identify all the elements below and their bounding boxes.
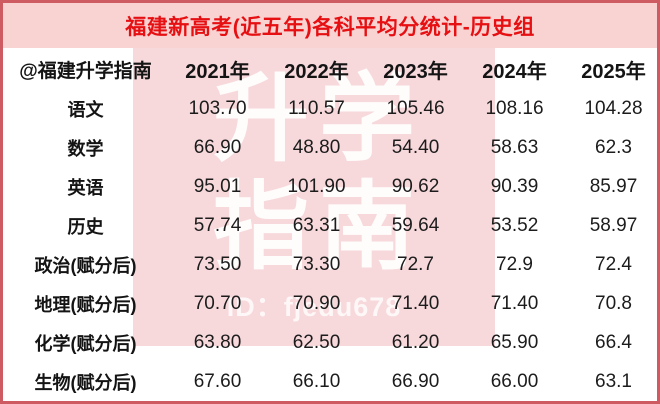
score-cell: 95.01 bbox=[193, 176, 242, 198]
score-cell: 54.40 bbox=[391, 137, 440, 159]
score-cell: 70.90 bbox=[292, 292, 341, 314]
score-cell: 62.3 bbox=[595, 137, 632, 159]
score-cell: 57.74 bbox=[193, 215, 242, 237]
table-row-chinese: 语文 103.70 110.57 105.46 108.16 104.28 bbox=[3, 90, 657, 129]
table-row-politics: 政治(赋分后) 73.50 73.30 72.7 72.9 72.4 bbox=[3, 246, 657, 285]
table-row-biology: 生物(赋分后) 67.60 66.10 66.90 66.00 63.1 bbox=[3, 362, 657, 401]
table-area: 升学 指南 ID：fjedu678 @福建升学指南 2021年 2022年 20… bbox=[3, 48, 657, 401]
score-cell: 73.50 bbox=[193, 253, 242, 275]
score-cell: 66.90 bbox=[193, 137, 242, 159]
header-row: @福建升学指南 2021年 2022年 2023年 2024年 2025年 bbox=[3, 48, 657, 90]
corner-label: @福建升学指南 bbox=[19, 60, 152, 82]
score-cell: 101.90 bbox=[287, 176, 346, 198]
subject-label: 历史 bbox=[67, 217, 104, 238]
score-cell: 66.10 bbox=[292, 370, 341, 392]
table-row-geography: 地理(赋分后) 70.70 70.90 71.40 71.40 70.8 bbox=[3, 284, 657, 323]
subject-label: 数学 bbox=[67, 139, 104, 160]
score-cell: 66.4 bbox=[595, 331, 632, 353]
scores-table: @福建升学指南 2021年 2022年 2023年 2024年 2025年 语文… bbox=[3, 48, 657, 401]
score-cell: 58.63 bbox=[490, 137, 539, 159]
score-cell: 70.8 bbox=[595, 292, 632, 314]
table-row-history: 历史 57.74 63.31 59.64 53.52 58.97 bbox=[3, 207, 657, 246]
subject-label: 生物(赋分后) bbox=[34, 372, 137, 393]
score-cell: 70.70 bbox=[193, 292, 242, 314]
subject-label: 地理(赋分后) bbox=[34, 294, 137, 315]
score-cell: 105.46 bbox=[386, 98, 445, 120]
page-title: 福建新高考(近五年)各科平均分统计-历史组 bbox=[125, 15, 535, 39]
score-cell: 62.50 bbox=[292, 331, 341, 353]
score-cell: 103.70 bbox=[188, 98, 247, 120]
score-cell: 66.00 bbox=[490, 370, 539, 392]
score-cell: 90.39 bbox=[490, 176, 539, 198]
subject-label: 语文 bbox=[67, 100, 104, 121]
score-cell: 66.90 bbox=[391, 370, 440, 392]
score-cell: 63.1 bbox=[595, 370, 632, 392]
subject-label: 化学(赋分后) bbox=[34, 333, 137, 354]
score-cell: 59.64 bbox=[391, 215, 440, 237]
score-cell: 90.62 bbox=[391, 176, 440, 198]
year-header-2025: 2025年 bbox=[581, 60, 646, 83]
title-banner: 福建新高考(近五年)各科平均分统计-历史组 bbox=[3, 3, 657, 48]
year-header-2022: 2022年 bbox=[284, 60, 349, 83]
score-cell: 63.31 bbox=[292, 215, 341, 237]
table-row-english: 英语 95.01 101.90 90.62 90.39 85.97 bbox=[3, 168, 657, 207]
score-cell: 71.40 bbox=[490, 292, 539, 314]
score-cell: 85.97 bbox=[589, 176, 638, 198]
score-cell: 71.40 bbox=[391, 292, 440, 314]
score-cell: 61.20 bbox=[391, 331, 440, 353]
score-cell: 73.30 bbox=[292, 253, 341, 275]
table-row-math: 数学 66.90 48.80 54.40 58.63 62.3 bbox=[3, 129, 657, 168]
score-cell: 48.80 bbox=[292, 137, 341, 159]
score-cell: 67.60 bbox=[193, 370, 242, 392]
score-cell: 104.28 bbox=[584, 98, 643, 120]
table-row-chemistry: 化学(赋分后) 63.80 62.50 61.20 65.90 66.4 bbox=[3, 323, 657, 362]
score-cell: 72.9 bbox=[496, 253, 533, 275]
score-cell: 53.52 bbox=[490, 215, 539, 237]
subject-label: 英语 bbox=[67, 178, 104, 199]
score-cell: 110.57 bbox=[288, 98, 345, 120]
score-cell: 72.4 bbox=[595, 253, 632, 275]
year-header-2023: 2023年 bbox=[383, 60, 448, 83]
year-header-2024: 2024年 bbox=[482, 60, 547, 83]
score-cell: 65.90 bbox=[490, 331, 539, 353]
score-cell: 58.97 bbox=[589, 215, 638, 237]
score-cell: 108.16 bbox=[485, 98, 544, 120]
year-header-2021: 2021年 bbox=[185, 60, 250, 83]
score-cell: 72.7 bbox=[397, 253, 434, 275]
score-cell: 63.80 bbox=[193, 331, 242, 353]
subject-label: 政治(赋分后) bbox=[34, 255, 137, 276]
